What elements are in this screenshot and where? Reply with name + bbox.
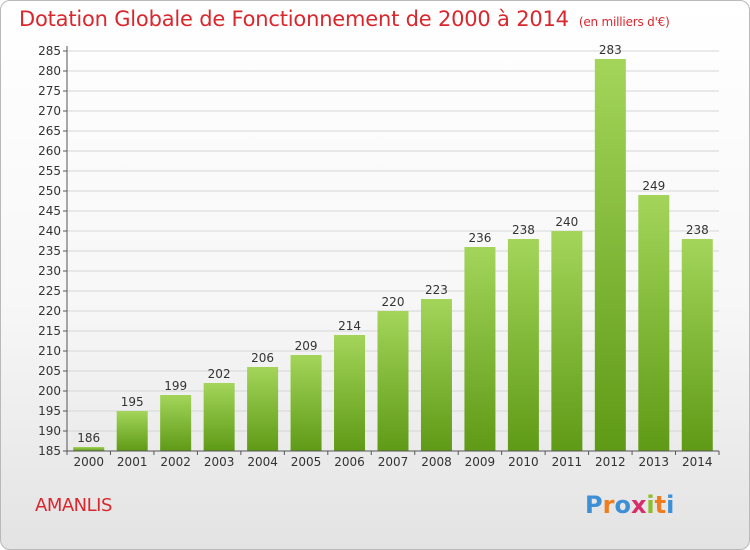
x-tick-label: 2000: [73, 455, 104, 469]
y-tick-label: 185: [38, 444, 61, 458]
y-axis-ticks: 185 190 195 200 205 210 215 220 225 230 235 240 245 2…: [38, 44, 67, 458]
bar-2005: [290, 355, 322, 451]
data-labels: 186 195 199 202 206 209 214 220 223 236 238 240 283 2…: [77, 43, 708, 445]
bar-2014: [681, 239, 713, 451]
y-tick-label: 285: [38, 44, 61, 58]
y-tick-label: 220: [38, 304, 61, 318]
data-label-2008: 223: [425, 283, 448, 297]
bar-2008: [420, 299, 452, 451]
y-tick-label: 275: [38, 84, 61, 98]
data-label-2007: 220: [382, 295, 405, 309]
x-tick-label: 2004: [247, 455, 278, 469]
bar-2007: [377, 311, 409, 451]
x-tick-label: 2012: [595, 455, 626, 469]
bar-2004: [247, 367, 279, 451]
x-tick-label: 2006: [334, 455, 365, 469]
x-tick-label: 2008: [421, 455, 452, 469]
y-tick-label: 245: [38, 204, 61, 218]
logo-letter: i: [646, 491, 655, 519]
y-tick-label: 190: [38, 424, 61, 438]
data-label-2012: 283: [599, 43, 622, 57]
bar-2000: [73, 447, 105, 451]
logo-letter: o: [614, 491, 631, 519]
bar-2001: [116, 411, 148, 451]
bar-2009: [464, 247, 496, 451]
logo-letter: r: [602, 491, 615, 519]
y-tick-label: 195: [38, 404, 61, 418]
data-label-2000: 186: [77, 431, 100, 445]
x-tick-label: 2007: [378, 455, 409, 469]
data-label-2003: 202: [208, 367, 231, 381]
y-tick-label: 205: [38, 364, 61, 378]
logo-letter: t: [654, 491, 667, 519]
x-tick-label: 2001: [117, 455, 148, 469]
bar-2012: [594, 59, 626, 451]
city-name: AMANLIS: [35, 495, 112, 516]
logo-letter: x: [630, 491, 647, 519]
y-tick-label: 200: [38, 384, 61, 398]
x-tick-label: 2003: [204, 455, 235, 469]
y-tick-label: 240: [38, 224, 61, 238]
bar-2010: [507, 239, 539, 451]
chart-title: Dotation Globale de Fonctionnement de 20…: [19, 7, 670, 31]
x-tick-label: 2010: [508, 455, 539, 469]
bar-2002: [160, 395, 192, 451]
x-tick-label: 2005: [291, 455, 322, 469]
data-label-2014: 238: [686, 223, 709, 237]
x-axis-ticks: 2000 2001 2002 2003 2004 2005 2006 2007 2008 2009…: [66, 451, 720, 469]
logo-letter: P: [585, 491, 603, 519]
chart-title-text: Dotation Globale de Fonctionnement de 20…: [19, 7, 569, 31]
data-label-2011: 240: [555, 215, 578, 229]
data-label-2001: 195: [121, 395, 144, 409]
bar-2011: [551, 231, 583, 451]
y-tick-label: 215: [38, 324, 61, 338]
y-tick-label: 270: [38, 104, 61, 118]
y-tick-label: 255: [38, 164, 61, 178]
bar-2003: [203, 383, 235, 451]
bars: [73, 59, 713, 451]
y-tick-label: 225: [38, 284, 61, 298]
y-tick-label: 235: [38, 244, 61, 258]
data-label-2009: 236: [468, 231, 491, 245]
data-label-2005: 209: [295, 339, 318, 353]
y-tick-label: 250: [38, 184, 61, 198]
x-tick-label: 2014: [682, 455, 713, 469]
data-label-2013: 249: [642, 179, 665, 193]
y-tick-label: 210: [38, 344, 61, 358]
data-label-2004: 206: [251, 351, 274, 365]
x-tick-label: 2011: [552, 455, 583, 469]
logo-letter: i: [666, 491, 675, 519]
data-label-2002: 199: [164, 379, 187, 393]
y-tick-label: 230: [38, 264, 61, 278]
axes: [66, 46, 719, 452]
bar-2013: [638, 195, 670, 451]
chart-subtitle: (en milliers d'€): [578, 15, 670, 29]
x-tick-label: 2013: [639, 455, 670, 469]
y-tick-label: 265: [38, 124, 61, 138]
y-tick-label: 280: [38, 64, 61, 78]
bar-2006: [334, 335, 366, 451]
data-label-2010: 238: [512, 223, 535, 237]
y-tick-label: 260: [38, 144, 61, 158]
x-tick-label: 2009: [465, 455, 496, 469]
proxiti-logo: Proxiti: [585, 491, 674, 519]
data-label-2006: 214: [338, 319, 361, 333]
x-tick-label: 2002: [160, 455, 191, 469]
